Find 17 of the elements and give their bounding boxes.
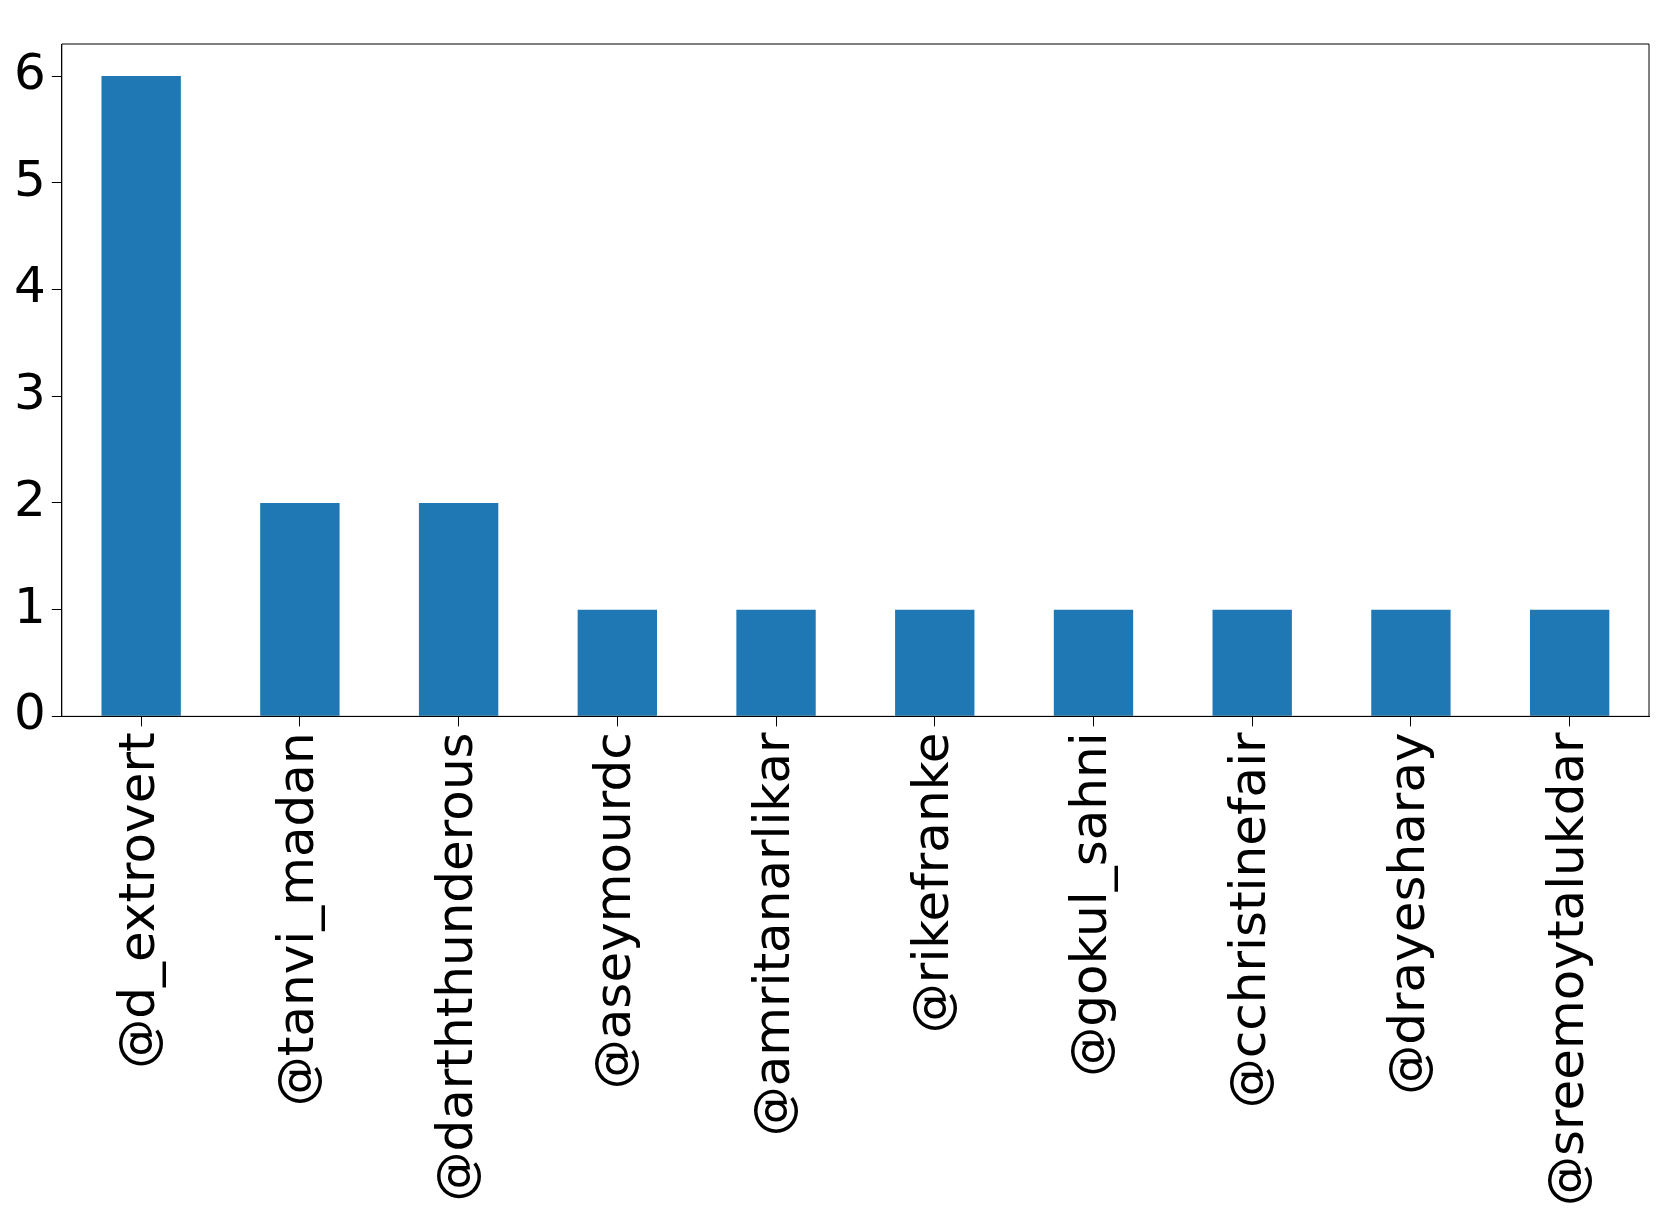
x-tick-label: @d_extrovert [108,732,167,1069]
x-tick-label: @drayesharay [1377,732,1436,1095]
y-tick-label: 6 [14,43,46,101]
x-tick-label: @darththunderous [425,732,484,1202]
y-tick-label: 5 [14,149,46,208]
y-tick-label: 2 [14,469,46,528]
y-tick-label: 4 [14,256,46,315]
x-tick-label: @amritanarlikar [743,731,802,1137]
x-tick-label: @rikefranke [901,732,960,1034]
x-tick-label: @cchristinefair [1219,731,1278,1109]
x-tick-label: @sreemoytalukdar [1536,731,1595,1207]
x-tick-label: @tanvi_madan [266,732,325,1107]
y-tick-label: 0 [14,683,46,742]
y-tick-label: 1 [14,576,46,635]
x-tick-label: @gokul_sahni [1060,732,1119,1077]
x-tick-label: @aseymourdc [584,732,643,1090]
y-tick-label: 3 [14,363,46,422]
